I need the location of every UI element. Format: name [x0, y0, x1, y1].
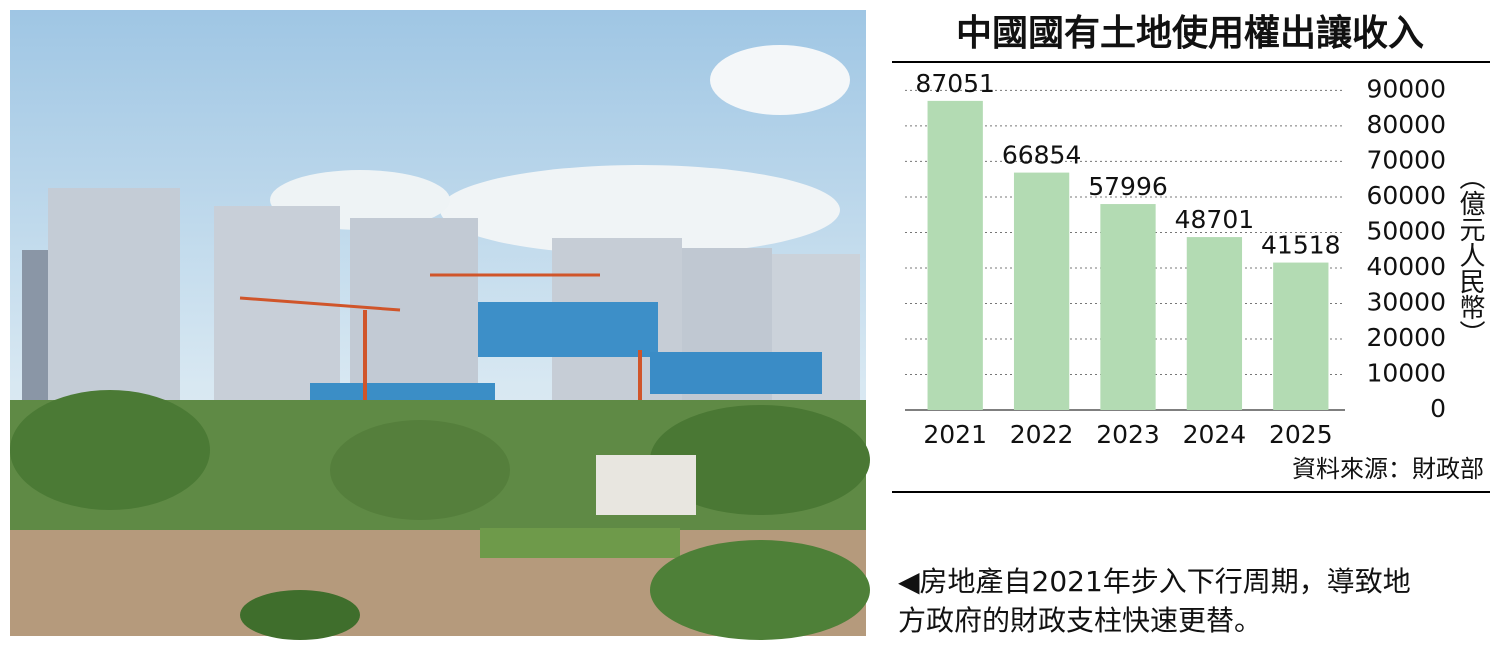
- y-tick-label: 90000: [1366, 74, 1446, 103]
- y-tick-label: 50000: [1366, 216, 1446, 245]
- y-tick-label: 70000: [1366, 145, 1446, 174]
- photo: [10, 10, 870, 640]
- value-label: 57996: [1088, 172, 1168, 201]
- y-tick-label: 60000: [1366, 181, 1446, 210]
- y-axis-label: （億元人民幣）: [1455, 164, 1485, 346]
- bar: [927, 100, 983, 410]
- x-tick-label: 2025: [1269, 420, 1333, 449]
- chart-title: 中國國有土地使用權出讓收入: [956, 13, 1424, 54]
- y-tick-label: 10000: [1366, 358, 1446, 387]
- y-tick-label: 40000: [1366, 252, 1446, 281]
- x-tick-label: 2023: [1096, 420, 1160, 449]
- value-label: 66854: [1002, 141, 1082, 170]
- caption-line: 方政府的財政支柱快速更替。: [898, 604, 1262, 637]
- y-tick-label: 80000: [1366, 110, 1446, 139]
- x-tick-label: 2021: [923, 420, 987, 449]
- source: 資料來源：財政部: [1292, 455, 1484, 483]
- bar: [1186, 237, 1243, 410]
- y-tick-label: 30000: [1366, 287, 1446, 316]
- value-label: 48701: [1175, 205, 1255, 234]
- value-label: 41518: [1261, 231, 1341, 260]
- bar: [1273, 262, 1329, 410]
- caption-line: ◀房地產自2021年步入下行周期，導致地: [898, 565, 1411, 598]
- bar: [1013, 172, 1070, 410]
- x-tick-label: 2024: [1183, 420, 1247, 449]
- y-tick-label: 20000: [1366, 323, 1446, 352]
- value-label: 87051: [915, 69, 995, 98]
- y-tick-label: 0: [1430, 394, 1446, 423]
- x-tick-label: 2022: [1010, 420, 1074, 449]
- bar: [1100, 204, 1156, 410]
